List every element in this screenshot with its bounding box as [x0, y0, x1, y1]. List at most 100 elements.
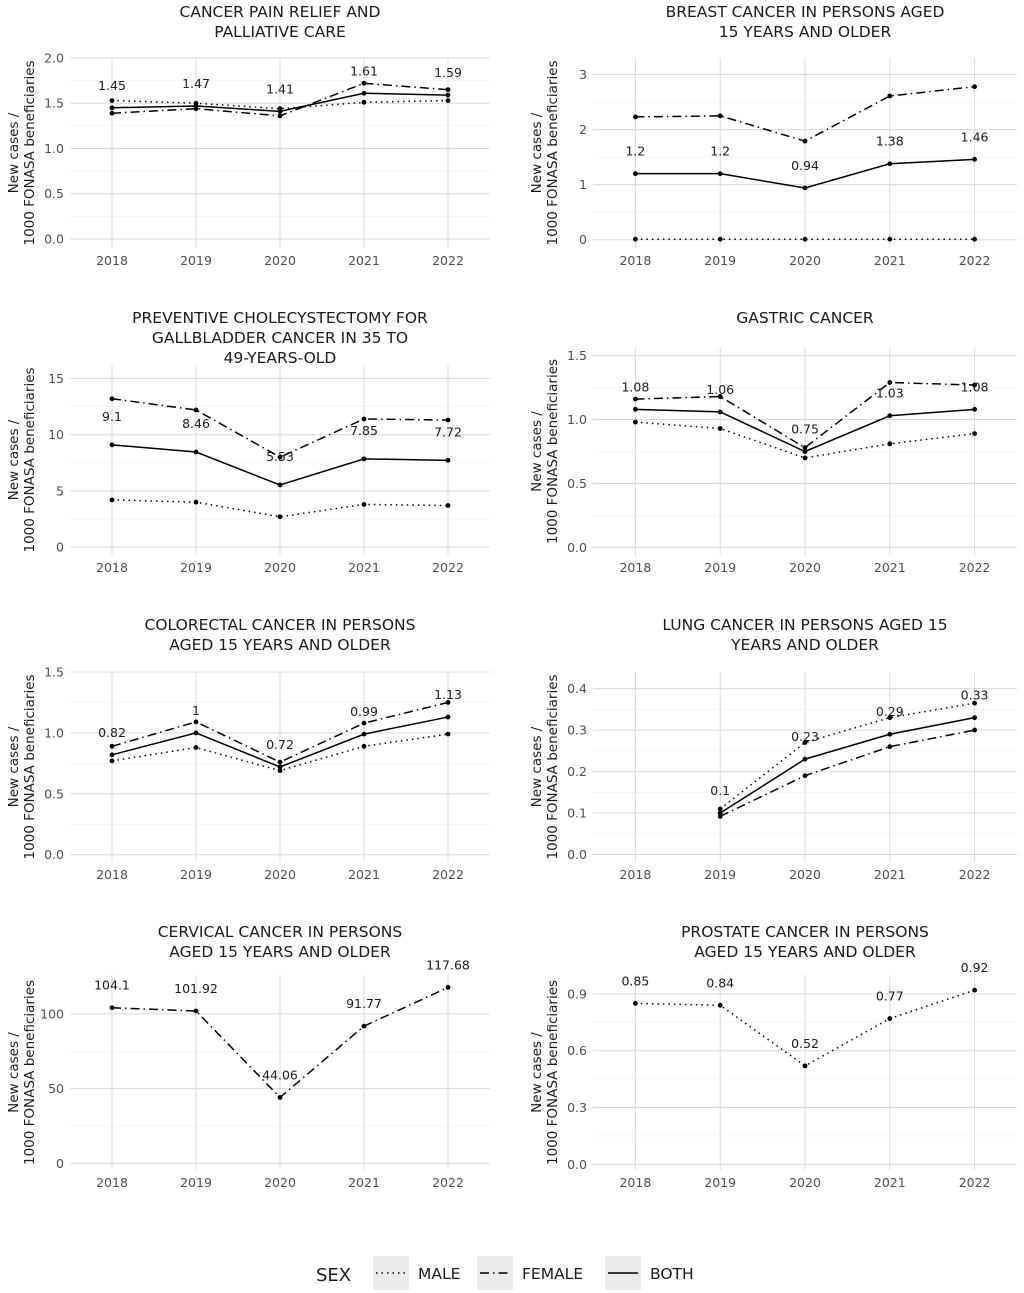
- data-point: [802, 1063, 808, 1069]
- data-label: 1.08: [961, 379, 989, 394]
- panel-7: CERVICAL CANCER IN PERSONS AGED 15 YEARS …: [6, 923, 490, 1190]
- y-tick-label: 0: [56, 1156, 64, 1171]
- panel-6: LUNG CANCER IN PERSONS AGED 15 YEARS AND …: [529, 616, 1017, 882]
- data-point: [109, 110, 115, 116]
- y-axis-label: New cases /1000 FONASA beneficiaries: [529, 60, 561, 245]
- series-line: [635, 381, 975, 449]
- y-tick-label: 0: [56, 540, 64, 555]
- data-label: 0.29: [876, 704, 904, 719]
- panel-title: BREAST CANCER IN PERSONS AGED 15 YEARS AN…: [666, 3, 945, 41]
- y-tick-label: 0.0: [44, 231, 64, 246]
- y-tick-label: 0.3: [567, 723, 587, 738]
- series-male: [109, 731, 451, 774]
- legend: SEX MALE FEMALE BOTH: [316, 1256, 694, 1290]
- y-tick-label: 1.0: [44, 725, 64, 740]
- y-tick-label: 1.5: [44, 96, 64, 111]
- y-axis-label: New cases /1000 FONASA beneficiaries: [6, 60, 38, 245]
- data-point: [887, 1016, 893, 1021]
- y-tick-label: 0.0: [44, 847, 64, 862]
- y-tick-label: 0.9: [567, 986, 587, 1001]
- panel-8: PROSTATE CANCER IN PERSONS AGED 15 YEARS …: [529, 923, 1017, 1190]
- data-point: [717, 1002, 723, 1008]
- data-label: 91.77: [346, 996, 382, 1011]
- data-label: 0.82: [98, 725, 126, 740]
- data-label: 7.85: [350, 423, 378, 438]
- gridlines: [70, 57, 490, 248]
- gridlines: [593, 672, 1017, 862]
- x-tick-label: 2018: [96, 253, 128, 268]
- data-point: [972, 156, 977, 162]
- data-label: 1.08: [621, 379, 649, 394]
- x-tick-label: 2020: [789, 560, 821, 575]
- gridlines: [70, 975, 490, 1170]
- series-male: [717, 700, 977, 812]
- data-point: [445, 87, 451, 93]
- y-tick-label: 0.5: [567, 476, 587, 491]
- data-label: 0.23: [791, 729, 819, 744]
- panel-4: GASTRIC CANCER New cases /1000 FONASA ben…: [529, 309, 1017, 575]
- data-point: [717, 806, 723, 812]
- series-female: [109, 985, 451, 1100]
- x-tick-label: 2021: [348, 253, 380, 268]
- data-point: [887, 441, 893, 447]
- data-point: [361, 502, 367, 507]
- y-tick-label: 0.0: [567, 540, 587, 555]
- data-point: [445, 457, 451, 463]
- y-tick-label: 0.2: [567, 764, 587, 779]
- data-point: [717, 394, 723, 399]
- data-point: [887, 744, 893, 750]
- data-point: [802, 773, 808, 779]
- data-label: 1.41: [266, 81, 294, 96]
- data-point: [277, 482, 283, 488]
- panel-5: COLORECTAL CANCER IN PERSONS AGED 15 YEAR…: [6, 616, 490, 882]
- x-tick-label: 2018: [619, 867, 651, 882]
- legend-title: SEX: [316, 1265, 351, 1286]
- data-point: [361, 416, 367, 422]
- y-tick-label: 0.0: [567, 1157, 587, 1172]
- data-point: [802, 445, 808, 451]
- data-point: [193, 730, 199, 736]
- series-female: [633, 84, 977, 144]
- series-both: [109, 90, 451, 114]
- series-line: [111, 499, 449, 518]
- data-point: [109, 497, 115, 503]
- data-point: [361, 720, 367, 726]
- x-tick-label: 2022: [959, 253, 991, 268]
- data-point: [887, 380, 893, 385]
- data-point: [109, 98, 115, 103]
- series-male: [633, 987, 977, 1069]
- data-label: 1.38: [876, 134, 904, 149]
- series-line: [111, 99, 449, 110]
- gridlines: [593, 975, 1017, 1170]
- series-both: [717, 715, 977, 816]
- data-point: [972, 431, 977, 437]
- y-axis-label: New cases /1000 FONASA beneficiaries: [6, 674, 38, 859]
- y-tick-label: 0.4: [567, 681, 587, 696]
- x-tick-label: 2018: [619, 560, 651, 575]
- y-axis-label: New cases /1000 FONASA beneficiaries: [529, 674, 561, 859]
- data-point: [802, 138, 808, 144]
- series-female: [633, 380, 977, 451]
- data-label: 1.61: [350, 63, 378, 78]
- panel-title: PROSTATE CANCER IN PERSONS AGED 15 YEARS …: [681, 923, 929, 961]
- y-tick-label: 50: [48, 1081, 64, 1096]
- data-label: 1.46: [961, 129, 989, 144]
- y-tick-label: 0.5: [44, 786, 64, 801]
- data-point: [445, 503, 451, 508]
- data-point: [802, 185, 808, 191]
- data-point: [361, 456, 367, 462]
- y-tick-label: 2.0: [44, 51, 64, 66]
- data-label: 1.2: [625, 144, 645, 159]
- data-point: [361, 90, 367, 96]
- x-tick-label: 2019: [180, 867, 212, 882]
- panel-title: CERVICAL CANCER IN PERSONS AGED 15 YEARS …: [158, 923, 403, 961]
- data-label: 1.2: [710, 144, 730, 159]
- panel-title: COLORECTAL CANCER IN PERSONS AGED 15 YEAR…: [145, 616, 416, 654]
- data-label: 1.47: [182, 76, 210, 91]
- y-tick-label: 0.1: [567, 806, 587, 821]
- data-point: [109, 1005, 115, 1011]
- data-label: 104.1: [94, 978, 130, 993]
- data-point: [193, 103, 199, 109]
- y-tick-label: 0.6: [567, 1043, 587, 1058]
